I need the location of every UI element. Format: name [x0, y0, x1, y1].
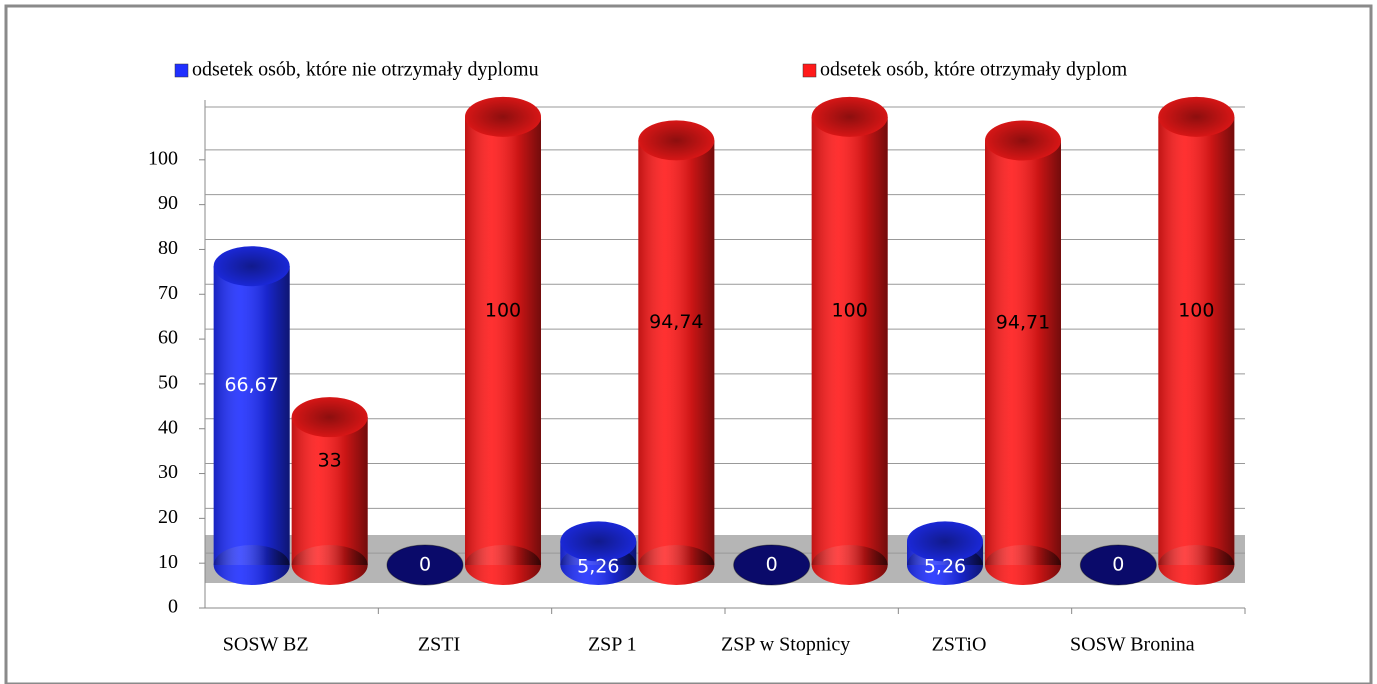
- data-label: 0: [1112, 554, 1124, 576]
- cylinder-cap: [733, 544, 811, 586]
- x-tick-label: ZSTI: [418, 634, 460, 656]
- x-tick-label: ZSTiO: [932, 634, 987, 656]
- data-label: 100: [1178, 299, 1214, 321]
- data-label: 94,71: [996, 311, 1050, 333]
- y-tick-label: 100: [148, 147, 178, 169]
- cylinder: [985, 120, 1061, 585]
- x-tick-label: ZSP w Stopnicy: [721, 634, 850, 656]
- y-tick-label: 20: [158, 506, 178, 528]
- cylinder-cap-shade: [907, 521, 983, 562]
- y-tick-label: 10: [158, 551, 178, 573]
- cylinder-cap-shade: [811, 96, 888, 137]
- cylinder: [291, 397, 368, 585]
- cylinder-cap-shade: [1158, 96, 1235, 137]
- cylinder: [465, 96, 541, 585]
- cylinder: [560, 521, 637, 585]
- cylinder: [638, 120, 715, 585]
- cylinder-shade: [985, 140, 1061, 566]
- x-tick-label: SOSW BZ: [223, 634, 309, 656]
- cylinder: [386, 544, 464, 586]
- cylinder-cap-shade: [560, 521, 637, 562]
- cylinder-cap-shade: [213, 246, 290, 287]
- data-label: 94,74: [649, 311, 703, 333]
- floor: [205, 535, 1245, 583]
- legend-swatch: [802, 63, 817, 78]
- data-label: 5,26: [577, 556, 619, 578]
- cylinder-shade: [811, 116, 888, 566]
- cylinder-shade: [638, 140, 715, 565]
- cylinder: [907, 521, 983, 585]
- legend-label: odsetek osób, które nie otrzymały dyplom…: [192, 59, 539, 81]
- data-label: 0: [419, 554, 431, 576]
- y-tick-label: 30: [158, 461, 178, 483]
- cylinder: [1158, 96, 1235, 585]
- cylinder-shade: [291, 417, 368, 565]
- cylinder: [213, 246, 290, 585]
- cylinder-shade: [465, 116, 541, 566]
- cylinder-cap-shade: [465, 96, 541, 137]
- y-tick-label: 50: [158, 372, 178, 394]
- y-tick-label: 90: [158, 192, 178, 214]
- data-label: 100: [832, 299, 868, 321]
- legend-label: odsetek osób, które otrzymały dyplom: [820, 59, 1128, 81]
- x-tick-label: SOSW Bronina: [1070, 634, 1195, 656]
- cylinder: [1079, 544, 1157, 586]
- y-tick-label: 70: [158, 282, 178, 304]
- data-label: 66,67: [224, 374, 278, 396]
- data-label: 0: [766, 554, 778, 576]
- y-tick-label: 40: [158, 416, 178, 438]
- y-tick-label: 0: [168, 596, 178, 618]
- cylinder-cap-shade: [638, 120, 715, 161]
- x-tick-label: ZSP 1: [588, 634, 637, 656]
- data-label: 100: [485, 299, 521, 321]
- data-label: 5,26: [924, 556, 966, 578]
- y-tick-label: 60: [158, 327, 178, 349]
- cylinder: [811, 96, 888, 585]
- cylinder-cap-shade: [291, 397, 368, 438]
- cylinder-shade: [213, 266, 290, 565]
- data-label: 33: [318, 450, 342, 472]
- cylinder-cap: [386, 544, 464, 586]
- cylinder: [733, 544, 811, 586]
- cylinder-cap: [1079, 544, 1157, 586]
- cylinder-cap-shade: [985, 120, 1061, 161]
- y-tick-label: 80: [158, 237, 178, 259]
- cylinder-shade: [1158, 116, 1235, 566]
- legend-swatch: [174, 63, 189, 78]
